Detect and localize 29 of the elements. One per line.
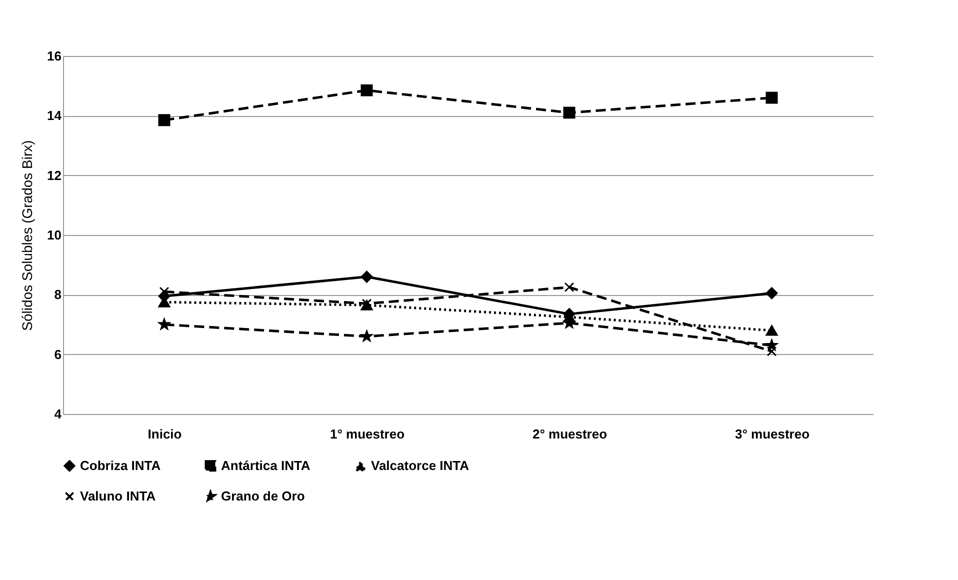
y-tick-label: 10 bbox=[47, 228, 62, 242]
point bbox=[360, 84, 373, 96]
point bbox=[563, 106, 576, 119]
point bbox=[361, 330, 372, 342]
point bbox=[766, 339, 778, 350]
point bbox=[766, 325, 778, 336]
legend-label: Valuno INTA bbox=[80, 488, 156, 504]
x-tick-label: 3° muestreo bbox=[734, 426, 810, 442]
y-tick-label: 8 bbox=[54, 287, 62, 302]
legend-label: Cobriza INTA bbox=[80, 458, 162, 473]
legend-label: Grano de Oro bbox=[221, 488, 305, 504]
y-tick-label: 16 bbox=[47, 48, 62, 64]
x-tick-label: 1° muestreo bbox=[330, 426, 405, 442]
point bbox=[158, 318, 170, 330]
y-axis-title: Sólidos Solubles (Grados Birx) bbox=[19, 140, 36, 331]
y-tick-label: 12 bbox=[47, 168, 62, 183]
y-tick-label: 6 bbox=[54, 346, 62, 362]
y-tick-label: 14 bbox=[47, 108, 62, 124]
point bbox=[766, 346, 777, 356]
point bbox=[360, 270, 373, 283]
point bbox=[564, 282, 574, 292]
point bbox=[766, 92, 778, 104]
point bbox=[158, 114, 170, 126]
y-tick-label: 4 bbox=[54, 406, 62, 422]
point bbox=[766, 287, 778, 300]
legend-label: Valcatorce INTA bbox=[371, 458, 470, 474]
x-tick-label: 2° muestreo bbox=[532, 426, 608, 442]
legend-label: Antártica INTA bbox=[221, 458, 311, 473]
x-tick-label: Inicio bbox=[148, 426, 182, 442]
